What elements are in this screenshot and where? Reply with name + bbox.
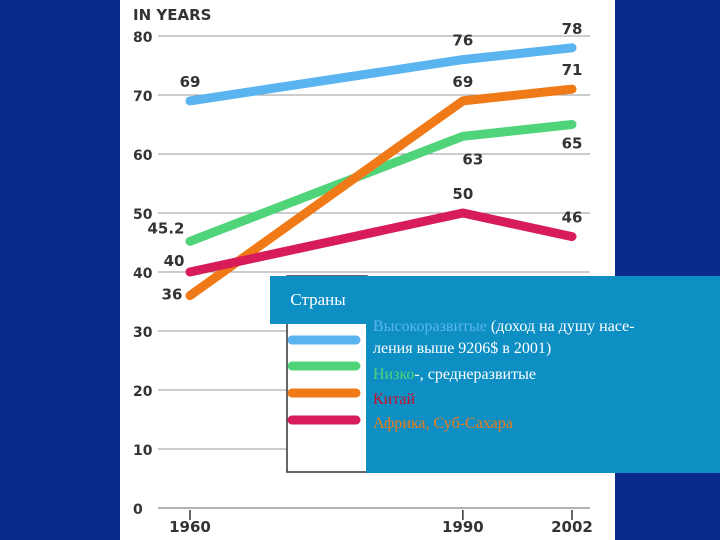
- legend-label-mid-income-rest: -, среднеразвитые: [414, 366, 536, 383]
- legend-item-china: Китай: [373, 389, 718, 411]
- x-tick-label-2002: 2002: [551, 518, 593, 536]
- y-tick-label-20: 20: [133, 384, 153, 400]
- legend-box: [366, 276, 720, 473]
- data-label-africa-2002: 46: [562, 209, 583, 227]
- legend-label-africa: Африка, Суб-Сахара: [373, 415, 513, 432]
- data-label-china-1990: 69: [452, 73, 473, 91]
- series-line-high_income: [185, 43, 577, 106]
- series-line-china: [185, 84, 577, 301]
- y-tick-label-30: 30: [133, 325, 153, 341]
- y-tick-label-60: 60: [133, 148, 153, 164]
- y-tick-label-80: 80: [133, 30, 153, 46]
- data-label-mid_income-2002: 65: [562, 135, 583, 153]
- legend-item-africa: Африка, Суб-Сахара: [373, 413, 718, 435]
- legend-item-high-income: Высокоразвитые (доход на душу насе- лени…: [373, 316, 718, 360]
- data-label-high_income-1990: 76: [452, 32, 473, 50]
- data-label-china-2002: 71: [562, 61, 583, 79]
- data-label-africa-1990: 50: [452, 185, 473, 203]
- y-tick-label-70: 70: [133, 89, 153, 105]
- y-tick-label-40: 40: [133, 266, 153, 282]
- legend-label-mid-income-colored: Низко: [373, 366, 415, 383]
- data-label-high_income-2002: 78: [562, 20, 583, 38]
- legend-item-mid-income: Низко-, среднеразвитые: [373, 364, 718, 386]
- data-label-china-1960: 36: [162, 286, 183, 304]
- legend-label-china: Китай: [373, 391, 416, 408]
- y-tick-label-50: 50: [133, 207, 153, 223]
- legend-label-high-income-rest: (доход на душу насе-: [486, 318, 635, 335]
- data-label-mid_income-1990: 63: [462, 150, 483, 168]
- x-tick-label-1960: 1960: [169, 518, 211, 536]
- y-tick-label-0: 0: [133, 502, 143, 518]
- y-axis-label: IN YEARS: [133, 6, 211, 24]
- data-label-high_income-1960: 69: [180, 73, 201, 91]
- y-tick-label-10: 10: [133, 443, 153, 459]
- legend-header: Страны: [270, 276, 366, 324]
- series-line-mid_income: [185, 120, 577, 246]
- legend-label-high-income-rest2: ления выше 9206$ в 2001): [373, 340, 552, 357]
- data-label-africa-1960: 40: [164, 252, 185, 270]
- x-tick-label-1990: 1990: [442, 518, 484, 536]
- data-label-mid_income-1960: 45.2: [147, 219, 184, 237]
- legend-label-high-income-colored: Высокоразвитые: [373, 318, 487, 335]
- series-line-africa: [185, 208, 577, 277]
